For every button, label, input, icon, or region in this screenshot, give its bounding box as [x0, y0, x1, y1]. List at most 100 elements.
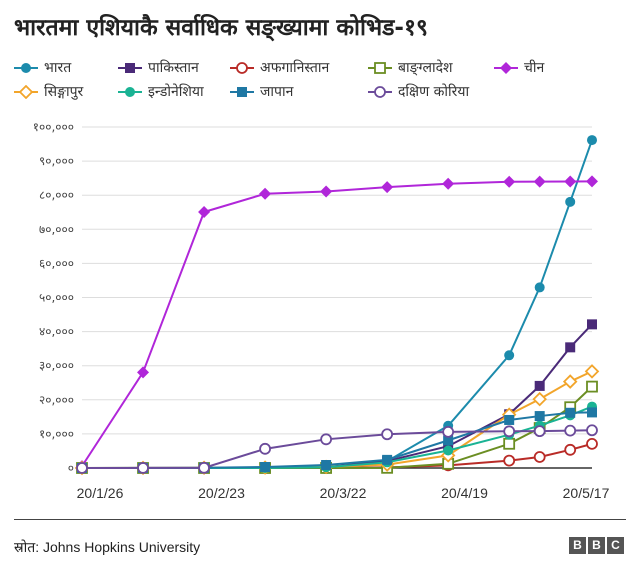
- y-tick-label: ५०,०००: [39, 291, 74, 305]
- y-tick-label: ७०,०००: [39, 222, 74, 236]
- chart-title: भारतमा एशियाकै सर्वाधिक सङ्ख्यामा कोभिड-…: [14, 15, 428, 41]
- data-point: [503, 175, 516, 188]
- data-point: [533, 451, 546, 463]
- legend-label: अफगानिस्तान: [260, 60, 330, 76]
- data-point: [586, 380, 598, 393]
- x-tick-label: 20/2/23: [198, 485, 245, 501]
- y-tick-labels: ० १०,००० २०,००० ३०,००० ४०,००० ५०,००० ६०,००० ७०,…: [33, 120, 74, 475]
- x-tick-labels: 20/1/26 20/2/23 20/3/22 20/4/19 20/5/17: [77, 485, 610, 501]
- data-point: [562, 374, 578, 389]
- x-tick-label: 20/4/19: [441, 485, 488, 501]
- data-point: [565, 342, 576, 353]
- legend-label: जापान: [260, 84, 294, 100]
- legend-item: बाङ्ग्लादेश: [368, 58, 453, 77]
- series-इन्डोनेशिया: [77, 401, 597, 473]
- chart-legend: भारत पाकिस्तान अफगानिस्तान बाङ्ग्लादेश चीन सि…: [14, 58, 634, 108]
- data-point: [500, 61, 512, 74]
- bbc-logo-letter: B: [569, 537, 586, 554]
- data-point: [125, 86, 135, 97]
- data-point: [503, 454, 516, 467]
- series-सिङ्गापुर: [74, 364, 600, 476]
- data-point: [533, 425, 546, 438]
- data-point: [504, 350, 515, 361]
- legend-item: चीन: [494, 58, 544, 77]
- data-point: [565, 407, 576, 418]
- legend-marker-icon: [118, 62, 142, 73]
- data-point: [534, 411, 545, 422]
- y-tick-label: ८०,०००: [39, 188, 74, 202]
- series-जापान: [77, 407, 597, 473]
- legend-label: इन्डोनेशिया: [148, 84, 204, 100]
- y-tick-label: १००,०००: [33, 120, 74, 134]
- series-line: [82, 405, 593, 469]
- data-point: [564, 443, 577, 456]
- source-text: स्रोत: Johns Hopkins University: [14, 539, 201, 555]
- data-point: [198, 461, 210, 474]
- legend-item: भारत: [14, 58, 71, 77]
- series-group: [74, 135, 600, 476]
- data-point: [564, 175, 577, 188]
- y-tick-label: २०,०००: [39, 393, 74, 407]
- data-point: [586, 175, 598, 188]
- y-tick-label: ४०,०००: [39, 325, 74, 339]
- legend-label: पाकिस्तान: [148, 60, 199, 76]
- series-line: [82, 323, 593, 469]
- data-point: [125, 62, 135, 73]
- data-point: [137, 366, 150, 379]
- series-line: [81, 429, 593, 469]
- data-point: [443, 435, 454, 446]
- data-point: [18, 84, 34, 99]
- data-point: [260, 462, 271, 473]
- data-point: [586, 424, 598, 437]
- data-point: [320, 433, 333, 446]
- data-point: [584, 364, 600, 379]
- bbc-logo-letter: C: [607, 537, 624, 554]
- data-point: [587, 135, 597, 146]
- data-point: [374, 61, 386, 74]
- data-point: [321, 460, 332, 471]
- legend-item: जापान: [230, 82, 293, 101]
- y-tick-label: १०,०००: [39, 427, 74, 441]
- legend-label: बाङ्ग्लादेश: [398, 60, 453, 76]
- legend-label: दक्षिण कोरिया: [398, 84, 470, 100]
- series-line: [81, 180, 593, 467]
- data-point: [503, 425, 516, 438]
- series-भारत: [77, 135, 597, 473]
- data-point: [137, 462, 149, 474]
- y-tick-label: ९०,०००: [39, 154, 74, 168]
- bbc-logo-letter: B: [588, 537, 605, 554]
- y-tick-label: ०: [68, 461, 74, 475]
- data-point: [504, 414, 515, 425]
- data-point: [587, 407, 597, 418]
- data-point: [442, 177, 455, 190]
- x-tick-label: 20/5/17: [563, 485, 610, 501]
- x-tick-label: 20/1/26: [77, 485, 124, 501]
- legend-marker-icon: [494, 61, 518, 74]
- legend-marker-icon: [368, 61, 392, 74]
- legend-item: दक्षिण कोरिया: [368, 82, 469, 101]
- legend-item: पाकिस्तान: [118, 58, 199, 77]
- data-point: [534, 282, 545, 293]
- footer-divider: [14, 519, 626, 520]
- series-line: [82, 385, 593, 469]
- data-point: [259, 187, 272, 200]
- legend-marker-icon: [230, 61, 254, 74]
- legend-item: अफगानिस्तान: [230, 58, 329, 77]
- data-point: [586, 437, 598, 450]
- data-point: [259, 442, 271, 455]
- legend-marker-icon: [118, 86, 142, 97]
- data-point: [198, 205, 211, 218]
- data-point: [374, 85, 386, 98]
- data-point: [382, 454, 393, 465]
- legend-marker-icon: [368, 85, 392, 98]
- y-tick-label: ६०,०००: [39, 256, 74, 270]
- series-चीन: [76, 175, 598, 473]
- x-tick-label: 20/3/22: [320, 485, 367, 501]
- chart-plot: ० १०,००० २०,००० ३०,००० ४०,००० ५०,००० ६०,००० ७०,…: [33, 120, 610, 501]
- data-point: [503, 437, 516, 450]
- legend-marker-icon: [14, 84, 38, 99]
- grid-lines: [82, 126, 592, 469]
- data-point: [21, 62, 31, 73]
- legend-item: सिङ्गापुर: [14, 82, 83, 101]
- data-point: [381, 428, 394, 441]
